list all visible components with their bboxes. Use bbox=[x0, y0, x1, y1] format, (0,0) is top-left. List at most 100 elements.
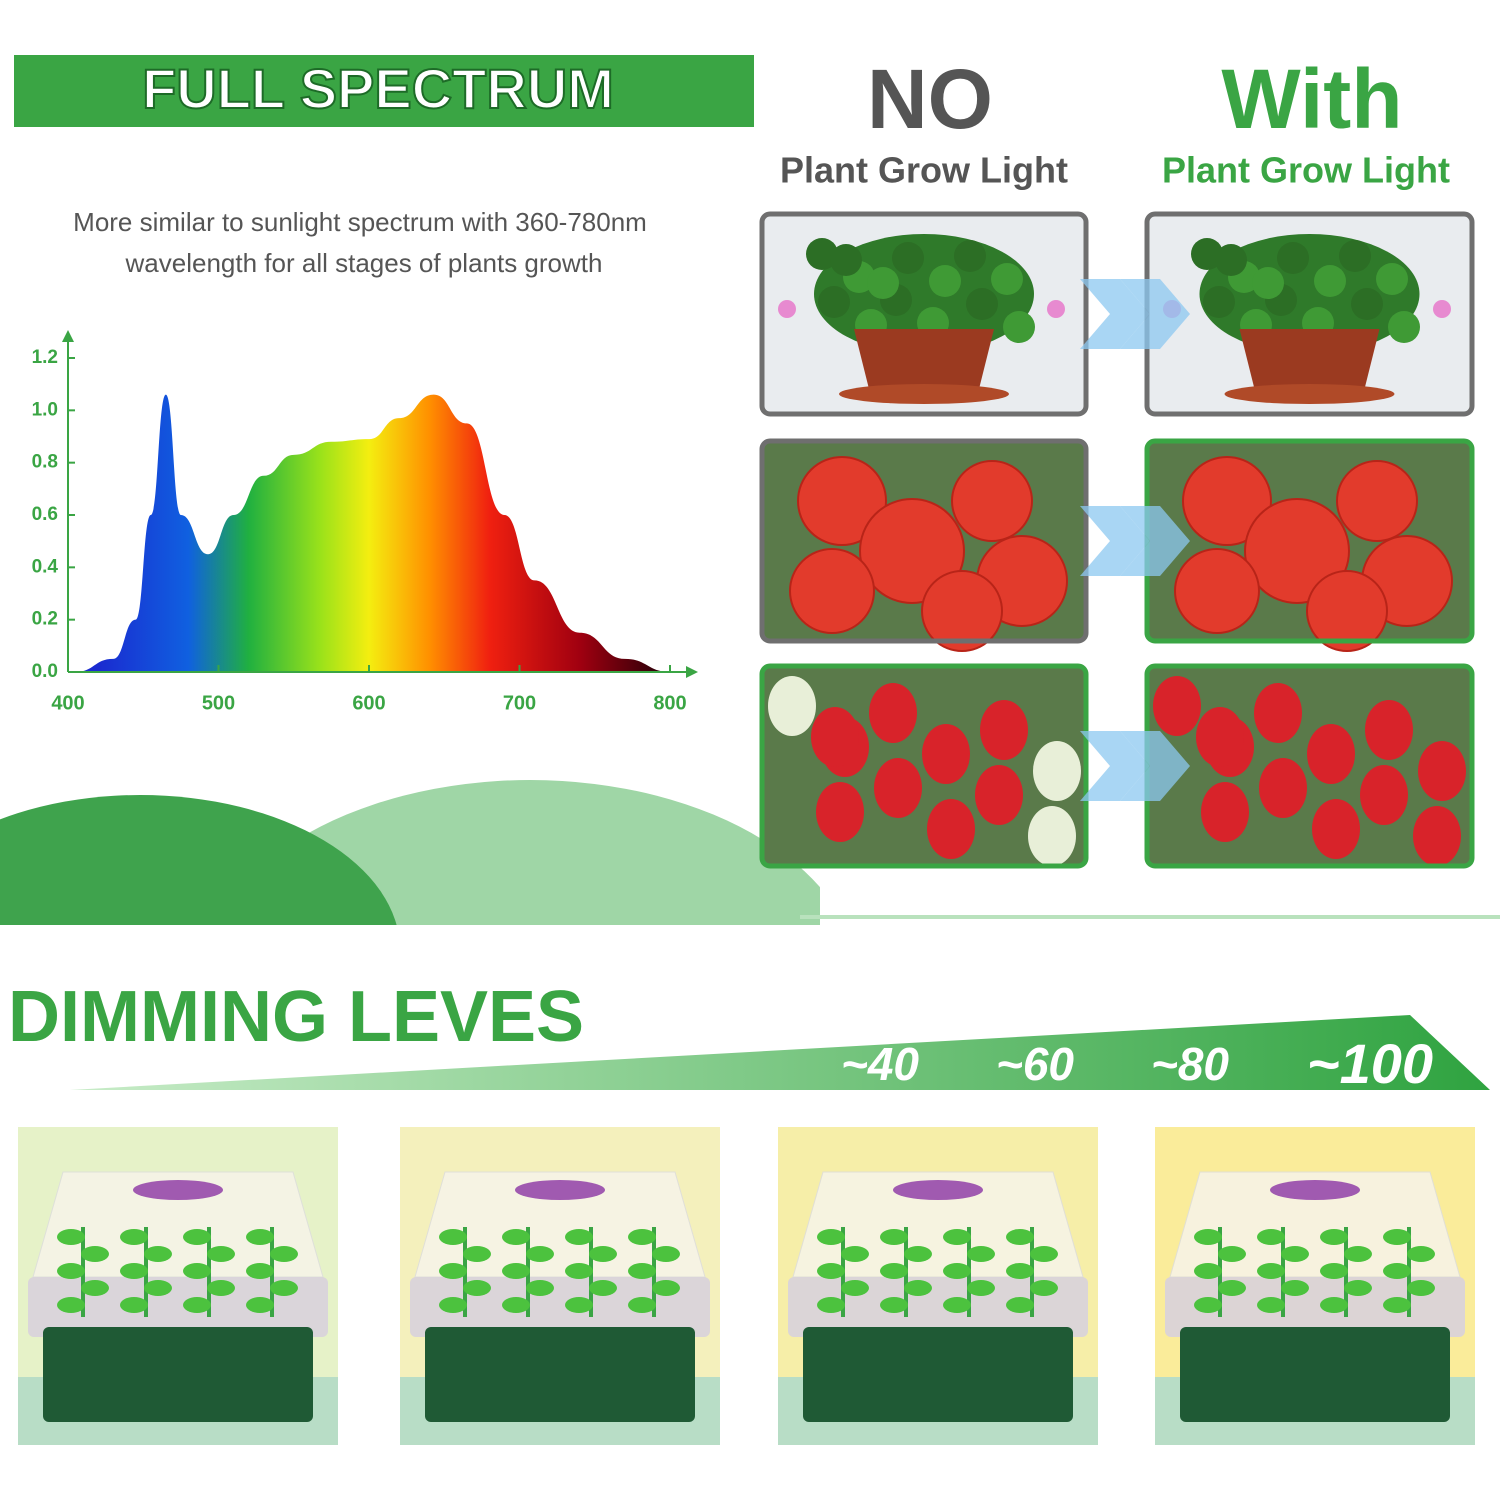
tomato bbox=[789, 548, 875, 634]
saucer bbox=[839, 384, 1009, 404]
seedling-leaf bbox=[1257, 1263, 1285, 1279]
seedling-leaf bbox=[565, 1297, 593, 1313]
seedling-leaf bbox=[943, 1263, 971, 1279]
strawberry bbox=[816, 782, 864, 842]
seedling-leaf bbox=[246, 1297, 274, 1313]
seedling-leaf bbox=[1030, 1280, 1058, 1296]
lamp bbox=[515, 1180, 605, 1200]
seedling-leaf bbox=[183, 1297, 211, 1313]
dimming-title: DIMMING LEVES bbox=[8, 977, 584, 1057]
seedling-leaf bbox=[565, 1263, 593, 1279]
strawberry bbox=[1418, 741, 1466, 801]
strawberry bbox=[927, 799, 975, 859]
seedling-leaf bbox=[841, 1246, 869, 1262]
tomato bbox=[921, 570, 1003, 652]
x-axis-arrow bbox=[686, 666, 698, 678]
seedling-leaf bbox=[120, 1297, 148, 1313]
tomato bbox=[1306, 570, 1388, 652]
seedling-leaf bbox=[880, 1263, 908, 1279]
photo bbox=[1144, 211, 1475, 417]
lamp bbox=[893, 1180, 983, 1200]
flower bbox=[1433, 300, 1451, 318]
no-subtitle: Plant Grow Light bbox=[780, 150, 1068, 191]
seedling-leaf bbox=[628, 1297, 656, 1313]
strawberry bbox=[1254, 683, 1302, 743]
seedling-leaf bbox=[1218, 1246, 1246, 1262]
strawberry bbox=[980, 700, 1028, 760]
y-tick-label: 0.2 bbox=[32, 609, 58, 630]
arrow bbox=[1080, 279, 1150, 349]
seedling-leaf bbox=[183, 1263, 211, 1279]
seedling-leaf bbox=[463, 1246, 491, 1262]
leaf bbox=[954, 240, 986, 272]
strawberry bbox=[1153, 676, 1201, 736]
y-tick-label: 0.0 bbox=[32, 661, 58, 682]
pot bbox=[1239, 329, 1380, 389]
strawberry bbox=[1259, 758, 1307, 818]
x-tick-label: 400 bbox=[51, 692, 84, 714]
strawberry bbox=[1413, 806, 1461, 866]
seedling-leaf bbox=[1006, 1263, 1034, 1279]
tray bbox=[425, 1327, 695, 1422]
seedling-leaf bbox=[589, 1246, 617, 1262]
strawberry bbox=[1028, 806, 1076, 866]
tomato bbox=[859, 498, 965, 604]
seedling-leaf bbox=[652, 1246, 680, 1262]
photo bbox=[759, 438, 1089, 652]
seedling-leaf bbox=[81, 1280, 109, 1296]
x-tick-label: 800 bbox=[653, 692, 686, 714]
seedling-leaf bbox=[144, 1280, 172, 1296]
dimming-level: ~80 bbox=[1151, 1038, 1229, 1090]
photo bbox=[759, 663, 1089, 869]
seedling-leaf bbox=[1194, 1263, 1222, 1279]
seedling-leaf bbox=[1344, 1246, 1372, 1262]
leaf bbox=[1191, 238, 1223, 270]
seedling-leaf bbox=[144, 1246, 172, 1262]
strawberry bbox=[1312, 799, 1360, 859]
no-title: NO bbox=[867, 52, 993, 146]
strawberry bbox=[869, 683, 917, 743]
strawberry bbox=[922, 724, 970, 784]
seedling-leaf bbox=[502, 1297, 530, 1313]
tomato bbox=[1182, 456, 1272, 546]
strawberry bbox=[1307, 724, 1355, 784]
seedling-leaf bbox=[1320, 1263, 1348, 1279]
dimming-level: ~100 bbox=[1307, 1032, 1433, 1095]
x-tick-label: 500 bbox=[202, 692, 235, 714]
tomato bbox=[1244, 498, 1350, 604]
y-tick-label: 0.4 bbox=[32, 556, 59, 577]
arrow bbox=[1120, 506, 1190, 576]
leaf bbox=[1203, 286, 1235, 318]
spectrum-area bbox=[75, 394, 670, 672]
strawberry bbox=[1365, 700, 1413, 760]
seedling-leaf bbox=[246, 1229, 274, 1245]
saucer bbox=[1224, 384, 1395, 404]
seedling-leaf bbox=[502, 1263, 530, 1279]
flower bbox=[778, 300, 796, 318]
seedling-leaf bbox=[1281, 1280, 1309, 1296]
seedling-leaf bbox=[880, 1229, 908, 1245]
photo-border bbox=[759, 211, 1089, 417]
seedling-leaf bbox=[841, 1280, 869, 1296]
seedling-leaf bbox=[1281, 1246, 1309, 1262]
seedling-leaf bbox=[1407, 1246, 1435, 1262]
seedling-leaf bbox=[1194, 1297, 1222, 1313]
photo-border bbox=[759, 663, 1089, 869]
seedling-leaf bbox=[943, 1229, 971, 1245]
tomato bbox=[1174, 548, 1260, 634]
description: wavelength for all stages of plants grow… bbox=[125, 248, 603, 278]
y-tick-label: 0.6 bbox=[32, 504, 58, 525]
leaf bbox=[830, 244, 862, 276]
arrow bbox=[1120, 279, 1190, 349]
seedling-leaf bbox=[652, 1280, 680, 1296]
seedling-leaf bbox=[817, 1263, 845, 1279]
seedling-leaf bbox=[1257, 1229, 1285, 1245]
seedling-leaf bbox=[57, 1263, 85, 1279]
seedling-leaf bbox=[880, 1297, 908, 1313]
seedling-leaf bbox=[1320, 1297, 1348, 1313]
leaf bbox=[818, 286, 850, 318]
leaf bbox=[929, 265, 961, 297]
seedling-leaf bbox=[207, 1280, 235, 1296]
seedling-leaf bbox=[817, 1297, 845, 1313]
